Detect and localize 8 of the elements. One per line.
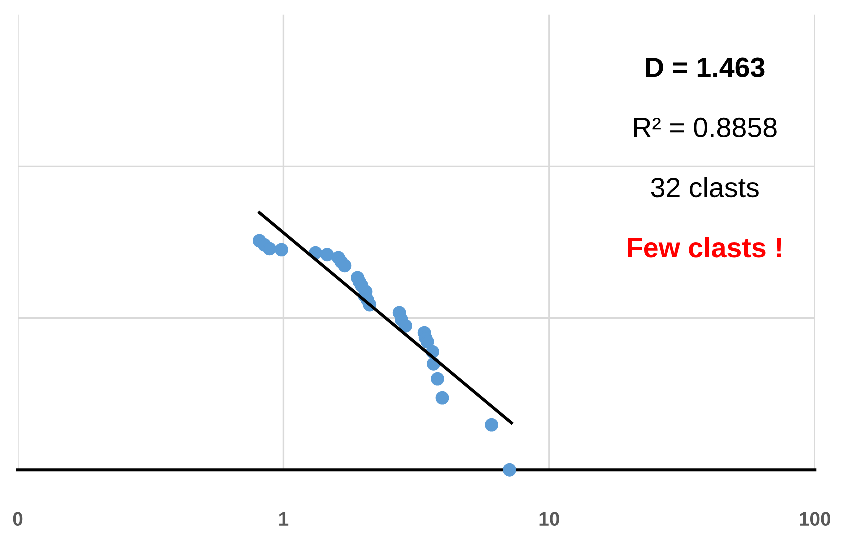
- x-tick-label: 0: [13, 512, 23, 526]
- x-tick-label: 1: [280, 512, 289, 526]
- text: D = 1.463: [646, 58, 765, 78]
- text: R² = 0.8858: [634, 118, 777, 138]
- x-tick-label: 10: [540, 512, 560, 526]
- text: 32 clasts: [651, 177, 759, 198]
- annotation: Few clasts !: [628, 237, 782, 258]
- x-tick-label: 100: [800, 512, 831, 526]
